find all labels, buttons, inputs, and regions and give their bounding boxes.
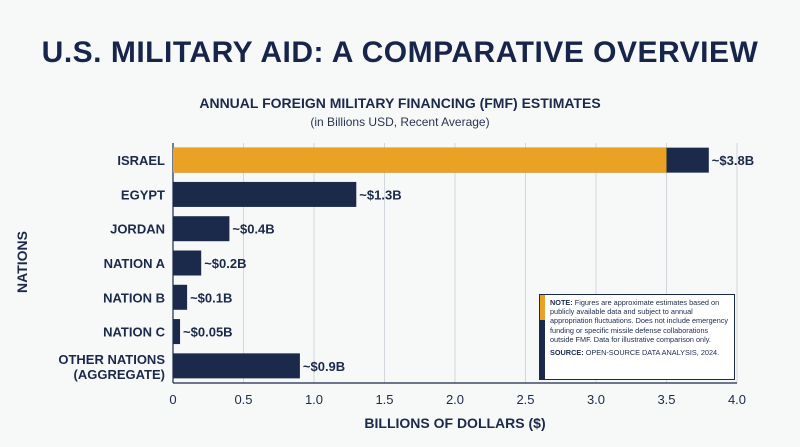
x-tick-label: 0.5 [234, 392, 252, 407]
bar [173, 319, 181, 345]
y-axis-title: NATIONS [14, 231, 30, 293]
category-label: JORDAN [110, 222, 165, 237]
category-label: NATION C [103, 325, 165, 340]
bar [173, 353, 300, 379]
data-label: ~$0.1B [190, 290, 232, 305]
category-label: NATION A [104, 256, 166, 271]
data-label: ~$0.4B [232, 222, 274, 237]
x-tick-label: 2.0 [446, 392, 464, 407]
note-box: NOTE: Figures are approximate estimates … [539, 294, 735, 380]
category-label-line2: (AGGREGATE) [74, 367, 165, 382]
data-label: ~$1.3B [359, 187, 401, 202]
data-label: ~$0.2B [204, 256, 246, 271]
note-body: NOTE: Figures are approximate estimates … [545, 295, 734, 379]
x-tick-label: 2.5 [516, 392, 534, 407]
x-tick-label: 1.5 [375, 392, 393, 407]
category-label: EGYPT [121, 187, 165, 202]
bar [173, 181, 357, 207]
bar [173, 284, 188, 310]
x-tick-label: 3.5 [657, 392, 675, 407]
page-title: U.S. MILITARY AID: A COMPARATIVE OVERVIE… [41, 36, 759, 69]
x-tick-label: 0 [169, 392, 176, 407]
data-label: ~$0.05B [183, 325, 233, 340]
category-label: ISRAEL [117, 153, 165, 168]
note-label: NOTE: [550, 298, 573, 307]
bar [173, 216, 230, 242]
note-text: Figures are approximate estimates based … [550, 298, 729, 344]
source-label: SOURCE: [550, 348, 584, 358]
x-tick-label: 1.0 [305, 392, 323, 407]
note-accent-stripe [540, 295, 545, 379]
category-label: OTHER NATIONS [58, 352, 165, 367]
data-label: ~$0.9B [303, 359, 345, 374]
source-text: OPEN-SOURCE DATA ANALYSIS, 2024. [585, 348, 720, 358]
category-label: NATION B [103, 290, 165, 305]
x-tick-label: 4.0 [728, 392, 746, 407]
x-axis-title: BILLIONS OF DOLLARS ($) [364, 415, 545, 431]
x-tick-label: 3.0 [587, 392, 605, 407]
bar-highlight [173, 147, 667, 173]
chart-subtitle-note: (in Billions USD, Recent Average) [310, 115, 490, 129]
data-label: ~$3.8B [712, 153, 754, 168]
bar [173, 250, 202, 276]
chart-subtitle: ANNUAL FOREIGN MILITARY FINANCING (FMF) … [199, 95, 601, 111]
